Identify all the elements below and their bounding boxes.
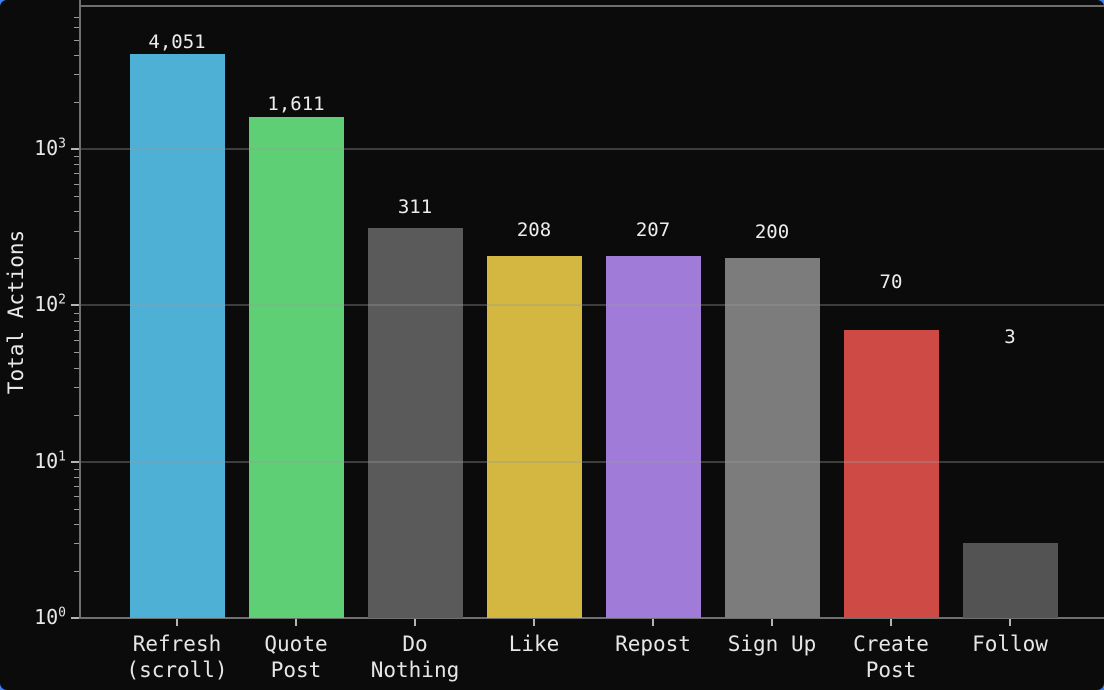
y-minor-tick [74,543,79,545]
x-tick-repost [652,619,654,626]
x-tick-sign-up [771,619,773,626]
bar-value-label-like: 208 [516,218,552,241]
y-tick-label-10e2: 102 [34,292,66,317]
bar-repost [605,255,701,618]
y-minor-tick [74,414,79,416]
y-minor-tick [74,27,79,29]
x-tick-label-follow: Follow [972,632,1048,656]
y-minor-tick [74,230,79,232]
y-minor-tick [74,54,79,56]
y-minor-tick [74,496,79,498]
bar-quote-post [248,116,344,618]
bar-value-label-refresh-scroll: 4,051 [148,31,206,54]
x-tick-label-repost: Repost [615,632,691,656]
bar-follow [962,543,1058,618]
bar-value-label-repost: 207 [635,219,671,242]
bar-create-post [843,329,939,618]
y-minor-tick [74,211,79,213]
x-tick-do-nothing [414,619,416,626]
bar-value-label-do-nothing: 311 [397,196,433,219]
gridline-10e1 [81,460,1104,463]
y-minor-tick [74,352,79,354]
y-tick-10e1 [71,460,79,463]
y-minor-tick [74,320,79,322]
x-tick-like [533,619,535,626]
bar-value-label-follow: 3 [1004,326,1016,349]
y-tick-label-10e3: 103 [34,136,66,160]
y-minor-tick [74,570,79,572]
y-minor-tick [74,258,79,260]
x-tick-label-refresh-scroll: Refresh (scroll) [126,632,228,682]
y-minor-tick [74,101,79,103]
bar-sign-up [724,258,820,618]
y-minor-tick [74,183,79,185]
y-minor-tick [74,39,79,41]
y-minor-tick [74,16,79,18]
x-axis-spine [79,617,1104,619]
bar-value-label-quote-post: 1,611 [267,92,325,115]
y-tick-label-10e1: 101 [34,448,66,473]
bar-like [486,255,582,618]
y-minor-tick [74,523,79,525]
y-minor-tick [74,387,79,389]
bar-value-label-sign-up: 200 [754,221,790,244]
bar-do-nothing [367,228,463,618]
x-tick-refresh-scroll [176,619,178,626]
x-tick-create-post [890,619,892,626]
gridline-10e3 [81,148,1104,150]
x-tick-label-sign-up: Sign Up [727,632,817,656]
y-tick-10e0 [71,617,79,619]
y-minor-tick [74,173,79,175]
y-tick-10e3 [71,148,79,150]
y-minor-tick [74,340,79,341]
y-tick-label-10e0: 100 [34,605,66,629]
y-minor-tick [74,312,79,314]
x-tick-label-like: Like [508,632,560,656]
y-minor-tick [74,485,79,487]
y-minor-tick [74,508,79,510]
y-minor-tick [74,476,79,478]
y-minor-tick [74,367,79,369]
y-minor-tick [74,156,79,158]
bar-value-label-create-post: 70 [879,270,903,293]
y-minor-tick [74,196,79,198]
y-minor-tick [74,74,79,76]
x-tick-label-quote-post: Quote Post [264,632,328,682]
bar-refresh-scroll [129,54,225,618]
x-tick-label-create-post: Create Post [853,632,929,682]
x-tick-follow [1009,619,1011,626]
y-minor-tick [74,329,79,331]
top-spine [79,5,1104,7]
x-tick-quote-post [295,619,297,626]
y-minor-tick [74,468,79,470]
y-tick-10e2 [71,304,79,307]
y-axis-spine [79,0,81,619]
gridline-10e2 [81,304,1104,307]
x-tick-label-do-nothing: Do Nothing [370,632,460,682]
y-minor-tick [74,164,79,166]
